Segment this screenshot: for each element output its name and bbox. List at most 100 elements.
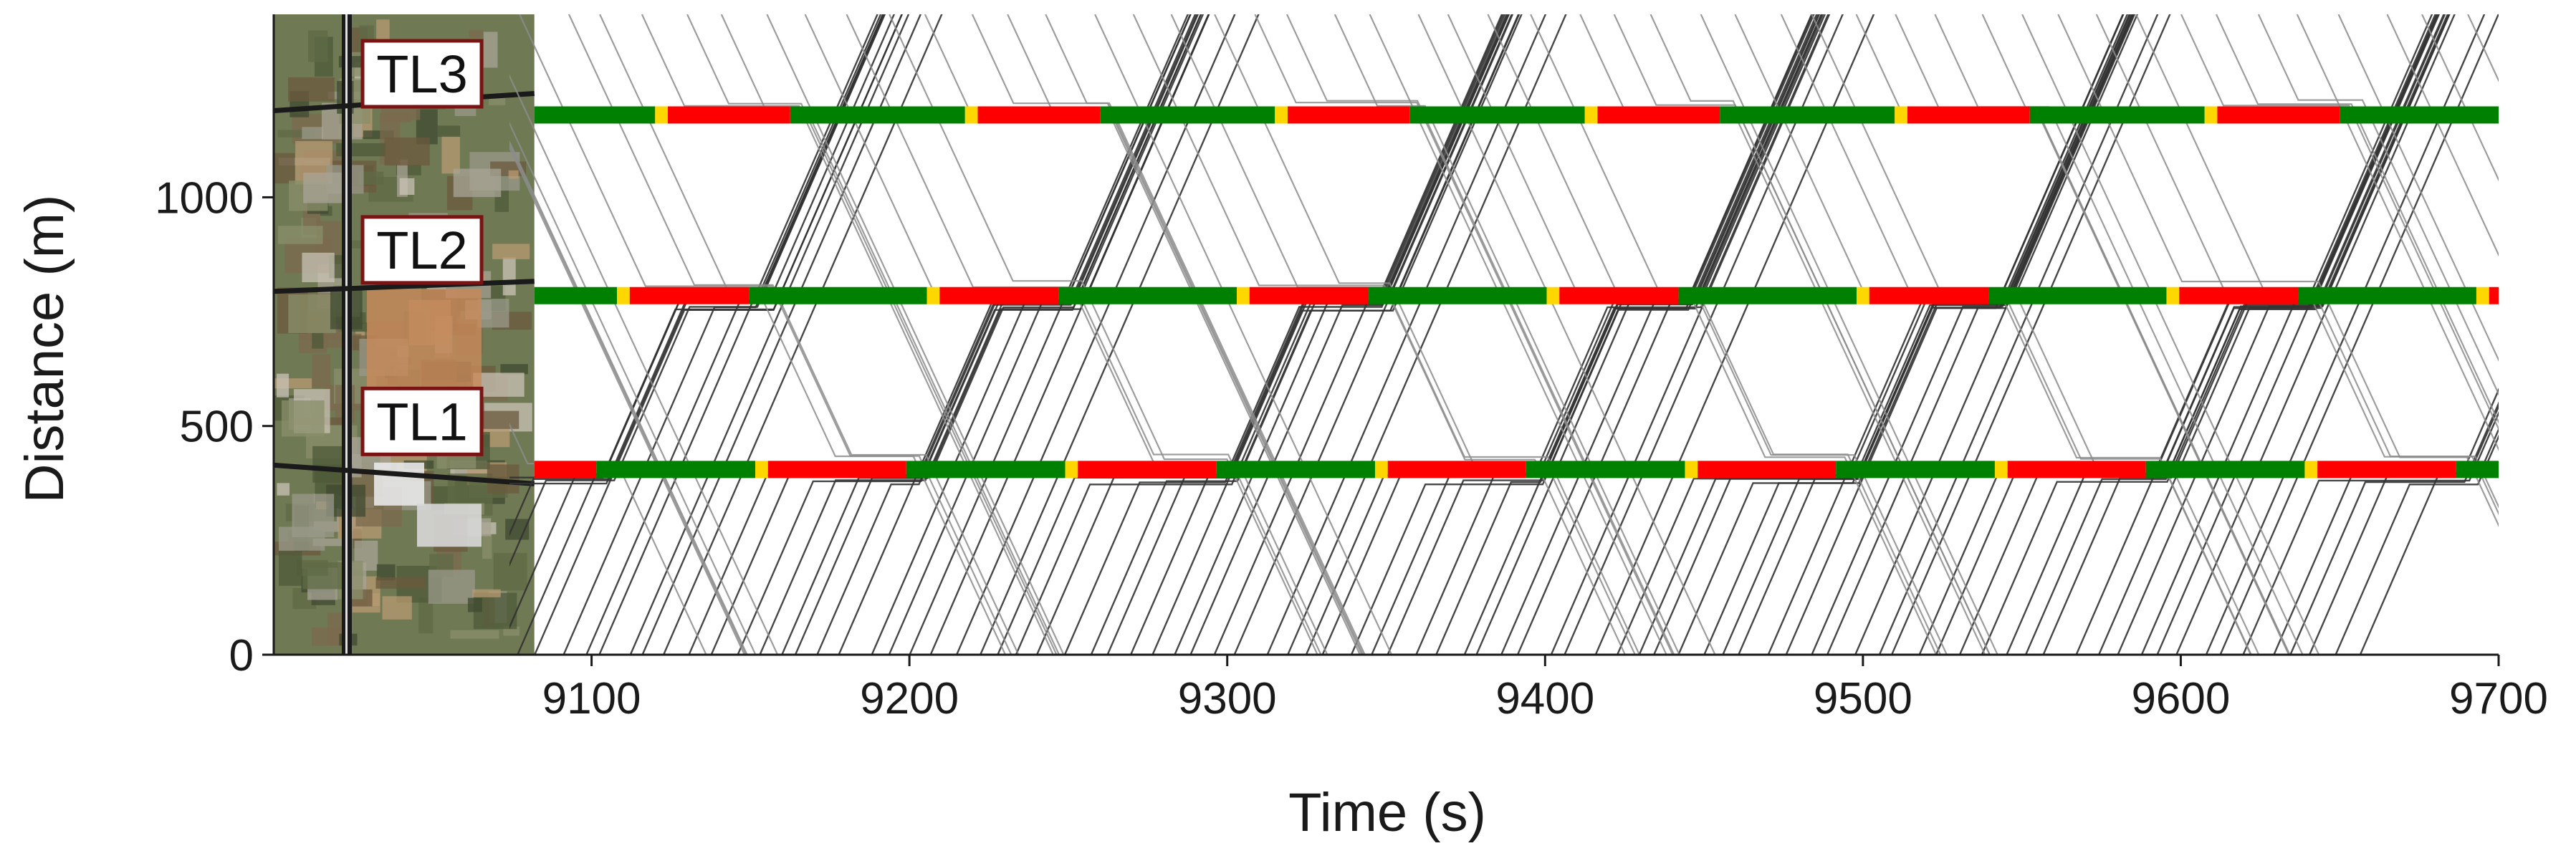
trajectory-southbound bbox=[1981, 14, 2292, 655]
signal-phase bbox=[1546, 287, 1560, 304]
signal-phase bbox=[1100, 106, 1275, 124]
signal-phase bbox=[906, 461, 1066, 478]
trajectory-southbound bbox=[2386, 14, 2499, 257]
signal-phase bbox=[596, 461, 756, 478]
trajectory-northbound bbox=[585, 14, 896, 655]
trajectory-southbound bbox=[1934, 14, 2304, 655]
trajectory-southbound bbox=[1649, 14, 1991, 655]
signal-phase bbox=[1369, 287, 1547, 304]
trajectory-northbound bbox=[688, 14, 1202, 655]
trajectory-northbound bbox=[1767, 14, 2136, 655]
trajectory-southbound bbox=[509, 145, 746, 655]
trajectory-northbound bbox=[1371, 14, 1815, 655]
signal-bar-tl1 bbox=[534, 461, 2499, 478]
traffic-light-labels: TL1 TL2 TL3 bbox=[360, 39, 484, 456]
x-tick-label: 9400 bbox=[1495, 674, 1594, 723]
trajectory-southbound bbox=[2257, 14, 2499, 396]
trajectory-northbound bbox=[1387, 14, 1818, 655]
signal-layer bbox=[534, 106, 2499, 478]
signal-phase bbox=[1907, 106, 2030, 124]
signal-phase bbox=[1678, 287, 1857, 304]
x-tick-label: 9700 bbox=[2449, 674, 2548, 723]
signal-phase bbox=[2456, 461, 2499, 478]
trajectory-northbound bbox=[2175, 14, 2456, 655]
signal-phase bbox=[534, 287, 618, 304]
trajectory-southbound bbox=[720, 14, 1060, 655]
trajectory-northbound bbox=[1738, 14, 2135, 655]
tl-label-text: TL2 bbox=[376, 221, 468, 280]
signal-phase bbox=[1409, 106, 1585, 124]
trajectory-southbound bbox=[1895, 14, 2290, 655]
trajectory-northbound bbox=[1981, 14, 2449, 655]
trajectory-northbound bbox=[1189, 14, 1510, 655]
signal-phase bbox=[939, 287, 1059, 304]
trajectory-northbound bbox=[1350, 14, 1813, 655]
signal-phase bbox=[1685, 461, 1698, 478]
trajectory-northbound bbox=[2289, 401, 2499, 655]
trajectory-northbound bbox=[2140, 14, 2433, 655]
signal-phase bbox=[2217, 106, 2340, 124]
signal-phase bbox=[964, 106, 978, 124]
trajectory-southbound bbox=[1132, 14, 1627, 655]
x-tick-label: 9500 bbox=[1814, 674, 1912, 723]
tl-label-tl3: TL3 bbox=[360, 39, 484, 109]
trajectory-northbound bbox=[2335, 434, 2499, 655]
y-tick-label: 500 bbox=[180, 403, 254, 452]
axes: 9100 9200 9300 9400 9500 9600 9700 0 500 1000 bbox=[155, 14, 2548, 723]
signal-phase bbox=[1065, 461, 1078, 478]
signal-phase bbox=[2007, 461, 2146, 478]
signal-phase bbox=[1387, 461, 1526, 478]
signal-phase bbox=[1698, 461, 1837, 478]
signal-phase bbox=[2204, 106, 2218, 124]
signal-phase bbox=[2145, 461, 2305, 478]
trajectory-northbound bbox=[1463, 14, 1824, 655]
signal-phase bbox=[1584, 106, 1598, 124]
trajectory-southbound bbox=[568, 14, 1020, 655]
trajectory-southbound bbox=[1007, 14, 1364, 655]
trajectory-northbound bbox=[2117, 14, 2451, 655]
trajectory-southbound bbox=[1334, 14, 1681, 655]
trajectory-northbound bbox=[838, 14, 1205, 655]
trajectory-northbound bbox=[997, 14, 1521, 655]
trajectory-southbound bbox=[1579, 14, 1986, 655]
signal-phase bbox=[655, 106, 669, 124]
tl-label-tl2: TL2 bbox=[360, 215, 484, 285]
signal-phase bbox=[534, 461, 597, 478]
trajectory-northbound bbox=[598, 14, 878, 655]
trajectory-northbound bbox=[1703, 14, 2132, 655]
signal-phase bbox=[767, 461, 906, 478]
trajectory-northbound bbox=[1935, 14, 2451, 655]
signal-phase bbox=[1988, 287, 2167, 304]
trajectory-northbound bbox=[2219, 14, 2499, 655]
x-tick-label: 9300 bbox=[1178, 674, 1277, 723]
trajectory-southbound bbox=[1254, 14, 1674, 655]
trajectory-southbound bbox=[509, 142, 747, 655]
trajectory-northbound bbox=[2042, 14, 2438, 655]
trajectory-northbound bbox=[641, 14, 922, 655]
trajectory-southbound bbox=[2296, 14, 2499, 451]
signal-phase bbox=[534, 106, 656, 124]
signal-phase bbox=[1275, 106, 1288, 124]
trajectory-northbound bbox=[1811, 14, 2131, 655]
trajectory-southbound bbox=[924, 14, 1361, 655]
trajectory-southbound bbox=[2180, 14, 2499, 431]
trajectory-northbound bbox=[1785, 14, 2125, 655]
tl-label-text: TL3 bbox=[376, 44, 468, 104]
signal-phase bbox=[1058, 287, 1237, 304]
trajectory-northbound bbox=[662, 14, 943, 655]
signal-phase bbox=[2317, 461, 2456, 478]
signal-phase bbox=[1078, 461, 1217, 478]
signal-phase bbox=[2489, 287, 2499, 304]
trajectory-northbound bbox=[816, 14, 1202, 655]
trajectory-northbound bbox=[2242, 410, 2499, 655]
trajectory-northbound bbox=[1266, 14, 1547, 655]
trajectory-southbound bbox=[686, 14, 1058, 655]
trajectory-northbound bbox=[955, 14, 1236, 655]
trajectory-northbound bbox=[1233, 14, 1514, 655]
signal-phase bbox=[1526, 461, 1685, 478]
trajectory-southbound bbox=[971, 14, 1366, 655]
trajectory-northbound bbox=[534, 14, 903, 655]
trajectory-southbound bbox=[1286, 14, 1675, 655]
trajectory-northbound bbox=[1435, 14, 1819, 655]
signal-phase bbox=[1374, 461, 1388, 478]
